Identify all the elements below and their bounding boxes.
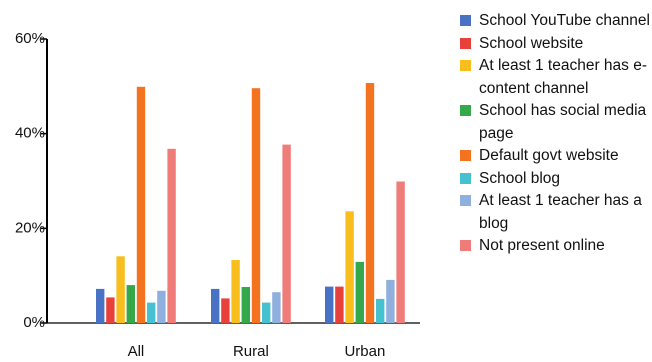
legend-swatch	[460, 195, 471, 206]
legend-swatch	[460, 60, 471, 71]
x-category-label: All	[128, 343, 145, 360]
x-category-label: Urban	[344, 343, 385, 360]
legend-swatch	[460, 150, 471, 161]
legend-item: School YouTube channel	[460, 10, 652, 33]
legend-label: School YouTube channel	[479, 12, 650, 29]
bar	[221, 298, 230, 323]
y-tick-label: 60%	[15, 30, 45, 47]
legend-swatch	[460, 240, 471, 251]
bar	[106, 297, 115, 323]
legend-item: At least 1 teacher has e-content channel	[460, 55, 652, 100]
legend-item: Not present online	[460, 235, 652, 258]
y-tick-label: 0%	[23, 314, 45, 331]
bar	[355, 261, 364, 323]
legend-label: School website	[479, 34, 584, 52]
bar	[126, 285, 135, 323]
y-tick-label: 20%	[15, 219, 45, 236]
bar	[136, 86, 146, 323]
bar	[376, 298, 385, 323]
bar	[365, 83, 375, 323]
bar	[231, 260, 240, 323]
bar	[157, 290, 166, 323]
bar	[345, 211, 354, 323]
bar	[262, 302, 271, 323]
legend-item: School has social media page	[460, 100, 652, 145]
legend-label: School has social media page	[479, 102, 647, 142]
legend-swatch	[460, 37, 471, 49]
x-category-label: Rural	[233, 343, 269, 360]
legend-swatch	[460, 15, 471, 26]
bar	[396, 181, 405, 323]
y-tick-label: 40%	[15, 125, 45, 142]
bar	[282, 144, 291, 323]
bar	[251, 88, 261, 323]
bar	[96, 288, 105, 323]
bar	[272, 292, 281, 323]
legend-label: Default govt website	[479, 147, 619, 164]
bar	[241, 287, 250, 323]
legend-label: Not present online	[479, 237, 605, 254]
legend-swatch	[460, 105, 471, 116]
bar	[116, 256, 125, 323]
bar	[167, 148, 176, 323]
bars	[96, 83, 405, 323]
legend: School YouTube channel School website At l…	[460, 10, 652, 258]
legend-label: School blog	[479, 169, 561, 187]
legend-swatch	[460, 172, 471, 184]
bar	[147, 302, 156, 323]
legend-item: At least 1 teacher has a blog	[460, 190, 652, 235]
legend-item: School website	[460, 33, 652, 56]
legend-item: School blog	[460, 168, 652, 191]
bar	[335, 286, 344, 323]
chart: 0% 20% 40% 60% All Rural Urban	[15, 30, 420, 360]
x-axis-labels: All Rural Urban	[128, 343, 386, 360]
bar	[211, 288, 220, 323]
bar	[386, 279, 395, 323]
legend-label: At least 1 teacher has a blog	[479, 192, 642, 232]
bar	[325, 286, 334, 323]
legend-label: At least 1 teacher has e-content channel	[479, 57, 648, 97]
legend-item: Default govt website	[460, 145, 652, 168]
